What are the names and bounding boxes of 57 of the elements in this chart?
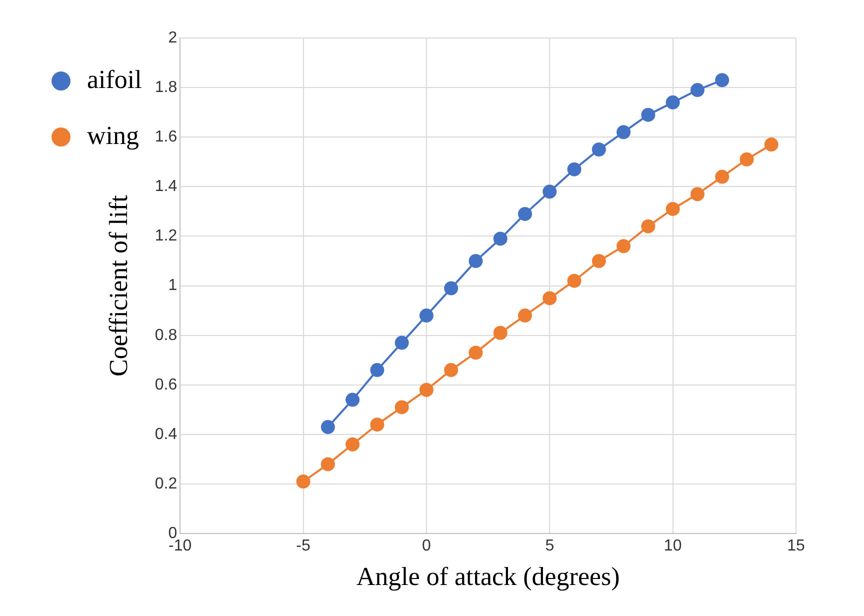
legend-label: wing [87,120,139,150]
y-tick-label: 0.4 [154,426,178,443]
point [370,418,384,432]
y-axis-title: Coefficient of lift [104,194,133,377]
point [370,363,384,378]
point [666,95,680,110]
point [493,232,508,246]
point [592,254,606,268]
point [394,336,409,350]
point [444,281,458,296]
point [641,108,656,122]
y-tick-label: 1.4 [154,178,178,196]
point [567,162,582,176]
point [320,420,335,434]
point [518,206,532,221]
point [715,170,730,184]
point [690,83,704,98]
point [468,346,483,360]
point [444,363,458,378]
point [542,291,557,306]
point [419,382,434,397]
y-tick-label: 1 [168,277,178,294]
x-tick-label: -10 [168,538,192,555]
legend-label: aifoil [87,64,142,94]
point [641,219,656,234]
point [320,457,335,472]
point [567,274,582,288]
point [468,254,483,268]
point [616,239,631,254]
x-tick-label: 15 [787,538,805,555]
point [616,125,631,140]
point [542,184,557,199]
x-axis-title: Angle of attack (degrees) [356,562,620,592]
point [715,73,730,88]
point [592,142,606,157]
point [666,202,680,216]
y-tick-label: 2 [168,29,178,46]
point [493,326,508,340]
point [296,474,310,489]
x-tick-label: -5 [296,538,310,555]
point [346,437,360,452]
y-tick-label: 0.6 [154,376,178,394]
y-tick-label: 1.6 [154,128,178,146]
y-tick-label: 1.2 [154,228,178,245]
y-tick-label: 1.8 [154,78,178,96]
point [740,152,754,166]
point [690,187,704,202]
point [518,308,532,323]
point [394,400,409,414]
y-tick-label: 0.8 [154,326,178,344]
point [346,392,360,407]
x-tick-label: 0 [422,538,432,555]
point [764,138,778,152]
y-tick-label: 0.2 [154,475,178,492]
x-tick-label: 5 [545,538,554,555]
x-tick-label: 10 [664,538,682,555]
point [419,308,434,323]
